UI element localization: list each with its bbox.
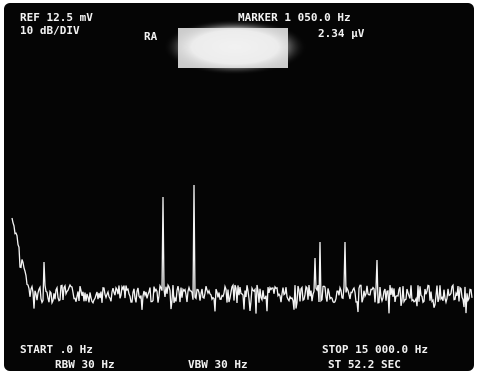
glare-core	[178, 28, 288, 68]
scale: 10 dB/DIV	[20, 24, 80, 37]
analyzer-screen: REF 12.5 mV 10 dB/DIV RA MARKER 1 050.0 …	[0, 0, 477, 374]
sweep-time: ST 52.2 SEC	[328, 358, 401, 371]
vbw: VBW 30 Hz	[188, 358, 248, 371]
page: REF 12.5 mV 10 dB/DIV RA MARKER 1 050.0 …	[0, 0, 477, 374]
mode: RA	[144, 30, 158, 43]
marker-amplitude: 2.34 μV	[318, 27, 365, 40]
stop-frequency: STOP 15 000.0 Hz	[322, 343, 428, 356]
marker-frequency: MARKER 1 050.0 Hz	[238, 11, 351, 24]
ref-level: REF 12.5 mV	[20, 11, 93, 24]
rbw: RBW 30 Hz	[55, 358, 115, 371]
start-frequency: START .0 Hz	[20, 343, 93, 356]
